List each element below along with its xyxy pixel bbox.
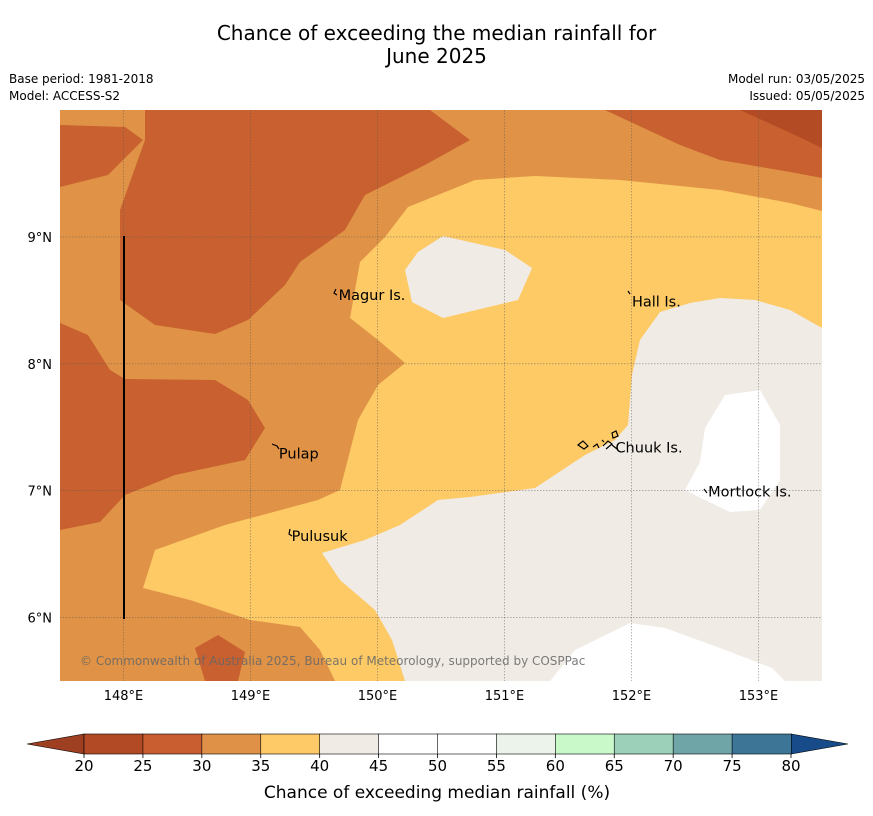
lon-tick-label: 148°E — [104, 689, 144, 704]
base-period: Base period: 1981-2018 — [9, 72, 154, 86]
lon-tick-label: 149°E — [231, 689, 271, 704]
map-title: Chance of exceeding the median rainfall … — [0, 22, 873, 68]
colorbar-swatch — [672, 733, 733, 755]
hall-island-outline — [627, 290, 631, 295]
contour-25-30-west — [60, 323, 265, 530]
colorbar-tick-label: 55 — [487, 757, 506, 775]
issued-date: Issued: 05/05/2025 — [749, 89, 865, 103]
place-label: Pulusuk — [292, 529, 349, 545]
colorbar-tick-label: 35 — [251, 757, 270, 775]
model-run: Model run: 03/05/2025 — [727, 72, 865, 86]
colorbar-swatch — [731, 733, 792, 755]
colorbar-swatch — [378, 733, 439, 755]
place-label: Magur Is. — [339, 288, 406, 304]
colorbar-swatch — [83, 733, 144, 755]
model-name: Model: ACCESS-S2 — [9, 89, 121, 103]
colorbar-tick-label: 20 — [74, 757, 93, 775]
colorbar-swatch — [319, 733, 380, 755]
colorbar-tick-label: 50 — [428, 757, 447, 775]
colorbar — [26, 733, 849, 755]
colorbar-tick-label: 30 — [192, 757, 211, 775]
title-line-2: June 2025 — [386, 44, 487, 68]
colorbar-tick-label: 60 — [546, 757, 565, 775]
place-labels: Magur Is. Hall Is. Pulap Chuuk Is. Mortlock … — [279, 288, 792, 545]
place-label: Hall Is. — [632, 294, 681, 310]
colorbar-tick-label: 65 — [605, 757, 624, 775]
lon-tick-label: 151°E — [485, 689, 525, 704]
island-outlines — [271, 288, 708, 537]
contour-layer — [60, 110, 822, 681]
latitude-ticks: 9°N 8°N 7°N 6°N — [28, 231, 53, 627]
lat-tick-label: 8°N — [28, 358, 53, 373]
colorbar-tick-label: 70 — [664, 757, 683, 775]
colorbar-tick-label: 45 — [369, 757, 388, 775]
place-label: Pulap — [279, 447, 319, 463]
colorbar-swatch — [496, 733, 556, 755]
contour-45-55-south — [550, 623, 785, 681]
colorbar-tick-label: 80 — [781, 757, 800, 775]
chuuk-island-outline — [576, 430, 619, 450]
colorbar-swatch — [142, 733, 203, 755]
lon-tick-label: 152°E — [612, 689, 652, 704]
lon-tick-label: 150°E — [358, 689, 398, 704]
mortlock-island-outline — [703, 488, 708, 494]
place-label: Chuuk Is. — [615, 440, 682, 456]
contour-20-25-northeast — [740, 110, 822, 148]
pulusuk-island-outline — [288, 528, 293, 537]
lat-tick-label: 6°N — [28, 612, 53, 627]
magur-island-outline — [333, 288, 338, 296]
graticule — [60, 110, 822, 681]
contour-40-45-southeast — [322, 298, 822, 681]
contour-40-45-inner — [405, 236, 532, 318]
colorbar-swatch — [201, 733, 262, 755]
longitude-ticks: 148°E 149°E 150°E 151°E 152°E 153°E — [104, 689, 779, 704]
meta-left: Base period: 1981-2018 Model: ACCESS-S2 — [9, 71, 154, 105]
contour-25-30-northeast — [605, 110, 822, 178]
copyright-text: © Commonwealth of Australia 2025, Bureau… — [80, 654, 585, 668]
pulap-island-outline — [271, 443, 280, 450]
colorbar-swatch — [613, 733, 674, 755]
contour-25-30-south — [195, 635, 245, 681]
contour-25-30-northwest — [60, 110, 470, 334]
lat-tick-label: 7°N — [28, 485, 53, 500]
colorbar-under-arrow — [26, 733, 85, 755]
lat-tick-label: 9°N — [28, 231, 53, 246]
contour-45-55-east — [685, 390, 780, 512]
title-line-1: Chance of exceeding the median rainfall … — [216, 21, 657, 45]
meta-right: Model run: 03/05/2025 Issued: 05/05/2025 — [728, 71, 865, 105]
colorbar-tick-label: 75 — [723, 757, 742, 775]
colorbar-tick-label: 25 — [133, 757, 152, 775]
colorbar-swatch — [555, 733, 615, 755]
colorbar-swatch — [437, 733, 498, 755]
place-label: Mortlock Is. — [708, 485, 791, 501]
colorbar-over-arrow — [790, 733, 849, 755]
colorbar-swatch — [260, 733, 321, 755]
colorbar-tick-label: 40 — [310, 757, 329, 775]
lon-tick-label: 153°E — [739, 689, 779, 704]
colorbar-label: Chance of exceeding median rainfall (%) — [264, 783, 610, 803]
colorbar-ticks: 20 25 30 35 40 45 50 55 60 65 70 75 80 — [74, 754, 801, 775]
